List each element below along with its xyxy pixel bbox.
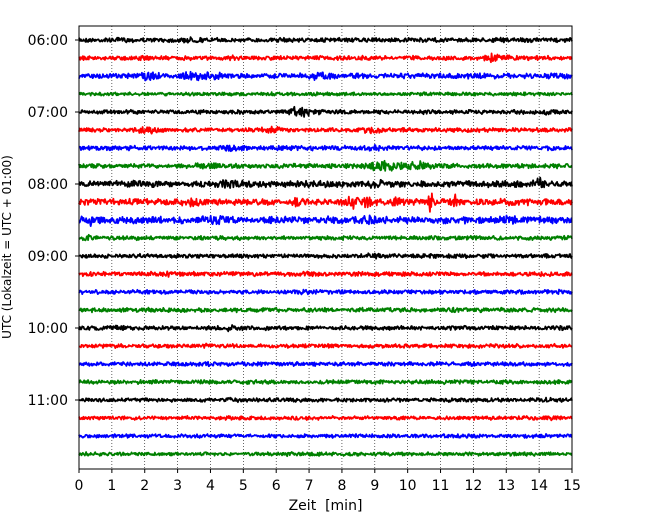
trace-line <box>78 144 573 153</box>
trace-group <box>78 36 573 458</box>
trace-line <box>78 125 573 135</box>
x-axis: 0 1 2 3 4 5 6 7 8 9 10 11 12 13 14 15 <box>75 469 581 494</box>
x-tick-label: 14 <box>530 478 548 494</box>
y-axis: 06:00 07:00 08:00 09:00 10:00 11:00 <box>28 33 79 409</box>
trace-line <box>78 192 573 213</box>
y-tick-label: 08:00 <box>28 177 68 193</box>
trace-line <box>78 52 573 64</box>
trace-line <box>78 36 573 44</box>
trace-line <box>78 433 573 439</box>
x-tick-label: 15 <box>563 478 581 494</box>
trace-line <box>78 342 573 349</box>
x-tick-label: 1 <box>107 478 116 494</box>
x-tick-label: 4 <box>206 478 215 494</box>
y-tick-label: 11:00 <box>28 393 68 409</box>
x-tick-label: 9 <box>370 478 379 494</box>
y-tick-label: 10:00 <box>28 321 68 337</box>
trace-line <box>78 233 573 242</box>
trace-line <box>78 270 573 278</box>
trace-line <box>78 70 573 82</box>
trace-line <box>78 415 573 422</box>
x-tick-label: 7 <box>305 478 314 494</box>
trace-line <box>78 396 573 404</box>
x-tick-label: 6 <box>272 478 281 494</box>
x-tick-label: 5 <box>239 478 248 494</box>
trace-line <box>78 288 573 296</box>
x-tick-label: 12 <box>464 478 482 494</box>
trace-line <box>78 159 573 172</box>
trace-line <box>78 91 573 97</box>
trace-line <box>78 105 573 118</box>
x-tick-label: 10 <box>399 478 417 494</box>
y-tick-label: 09:00 <box>28 249 68 265</box>
x-tick-label: 8 <box>337 478 346 494</box>
trace-line <box>78 252 573 260</box>
trace-line <box>78 176 573 189</box>
y-tick-label: 07:00 <box>28 105 68 121</box>
y-tick-label: 06:00 <box>28 33 68 49</box>
trace-line <box>78 214 573 228</box>
x-tick-label: 3 <box>173 478 182 494</box>
y-axis-label: UTC (Lokalzeit = UTC + 01:00) <box>0 155 14 339</box>
plot-frame <box>78 25 573 470</box>
x-axis-label: Zeit [min] <box>289 498 363 514</box>
trace-line <box>78 360 573 368</box>
x-tick-label: 0 <box>75 478 84 494</box>
trace-line <box>78 451 573 458</box>
x-tick-label: 2 <box>140 478 149 494</box>
trace-line <box>78 324 573 333</box>
x-tick-label: 11 <box>432 478 450 494</box>
trace-line <box>78 378 573 386</box>
x-tick-label: 13 <box>497 478 515 494</box>
trace-line <box>78 306 573 314</box>
